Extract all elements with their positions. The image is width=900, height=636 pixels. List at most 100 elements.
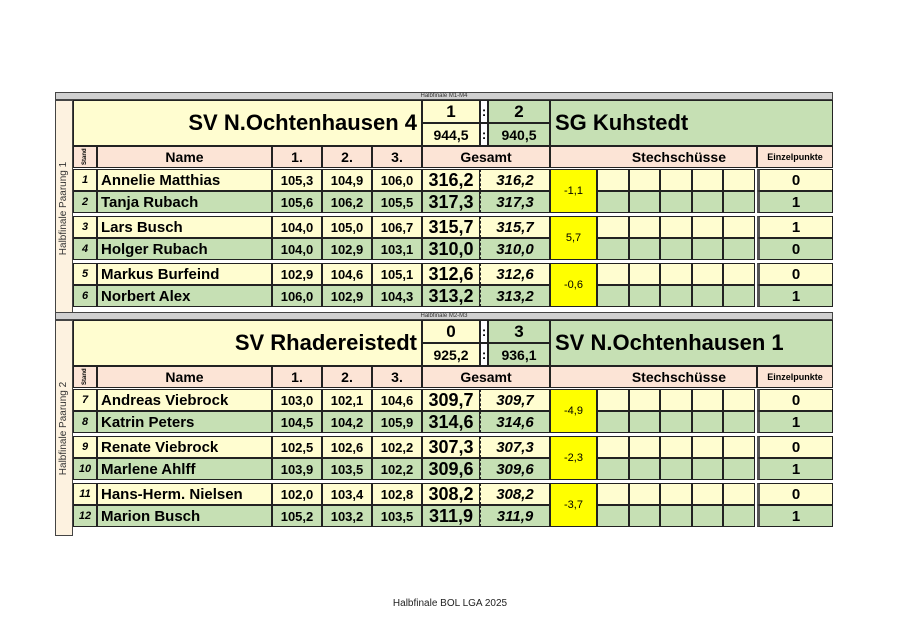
colon: : bbox=[480, 320, 488, 343]
header-round-3: 3. bbox=[372, 146, 422, 168]
header-round-1: 1. bbox=[272, 366, 322, 388]
stechschuss-cell bbox=[660, 483, 692, 505]
stechschuss-cell bbox=[628, 191, 661, 213]
header-round-2: 2. bbox=[322, 366, 372, 388]
stechschuss-cell bbox=[723, 263, 755, 285]
header-stechschuesse: Stechschüsse bbox=[550, 366, 757, 388]
round-3-score: 103,5 bbox=[372, 505, 422, 527]
total-score-copy: 311,9 bbox=[480, 505, 550, 527]
stechschuss-cell bbox=[723, 216, 755, 238]
stechschuss-cell bbox=[597, 285, 629, 307]
round-3-score: 102,2 bbox=[372, 436, 422, 458]
round-2-score: 102,9 bbox=[322, 238, 372, 260]
colon: : bbox=[480, 100, 488, 123]
round-1-score: 104,0 bbox=[272, 216, 322, 238]
total-score: 312,6 bbox=[422, 263, 480, 285]
stechschuss-cell bbox=[723, 505, 755, 527]
pairing-label: Halbfinale Paarung 1 bbox=[55, 100, 73, 316]
round-2-score: 103,2 bbox=[322, 505, 372, 527]
round-3-score: 105,9 bbox=[372, 411, 422, 433]
away-team-name: SV N.Ochtenhausen 1 bbox=[550, 320, 833, 366]
stand-number: 10 bbox=[73, 458, 97, 480]
total-score-copy: 309,7 bbox=[480, 389, 550, 411]
header-name: Name bbox=[97, 366, 272, 388]
pair-difference: -3,7 bbox=[550, 483, 597, 527]
round-3-score: 104,6 bbox=[372, 389, 422, 411]
total-score: 309,6 bbox=[422, 458, 480, 480]
stechschuss-cell bbox=[628, 483, 661, 505]
total-score: 313,2 bbox=[422, 285, 480, 307]
section-bar: Halbfinale M1-M4 bbox=[55, 92, 833, 100]
home-points: 1 bbox=[422, 100, 480, 123]
total-score: 314,6 bbox=[422, 411, 480, 433]
pair-difference: -4,9 bbox=[550, 389, 597, 433]
round-1-score: 103,9 bbox=[272, 458, 322, 480]
stechschuss-cell bbox=[628, 169, 661, 191]
stechschuss-cell bbox=[628, 238, 661, 260]
total-score: 311,9 bbox=[422, 505, 480, 527]
stechschuss-cell bbox=[691, 238, 724, 260]
stechschuss-cell bbox=[660, 458, 692, 480]
pair-difference: 5,7 bbox=[550, 216, 597, 260]
stechschuss-cell bbox=[660, 389, 692, 411]
shooter-name: Katrin Peters bbox=[97, 411, 272, 433]
colon: : bbox=[480, 123, 488, 146]
stechschuss-cell bbox=[660, 263, 692, 285]
stechschuss-cell bbox=[660, 191, 692, 213]
shooter-name: Renate Viebrock bbox=[97, 436, 272, 458]
round-2-score: 104,2 bbox=[322, 411, 372, 433]
einzelpunkte-value: 1 bbox=[757, 458, 833, 480]
away-total: 940,5 bbox=[488, 123, 550, 146]
round-3-score: 104,3 bbox=[372, 285, 422, 307]
stand-number: 8 bbox=[73, 411, 97, 433]
einzelpunkte-value: 0 bbox=[757, 263, 833, 285]
total-score: 316,2 bbox=[422, 169, 480, 191]
total-score-copy: 308,2 bbox=[480, 483, 550, 505]
stand-number: 6 bbox=[73, 285, 97, 307]
round-2-score: 102,6 bbox=[322, 436, 372, 458]
round-3-score: 102,8 bbox=[372, 483, 422, 505]
einzelpunkte-value: 0 bbox=[757, 238, 833, 260]
header-einzelpunkte: Einzelpunkte bbox=[757, 146, 833, 168]
pairing-label-text: Halbfinale Paarung 1 bbox=[58, 161, 70, 255]
stechschuss-cell bbox=[723, 483, 755, 505]
total-score: 308,2 bbox=[422, 483, 480, 505]
stechschuss-cell bbox=[723, 191, 755, 213]
shooter-name: Andreas Viebrock bbox=[97, 389, 272, 411]
stechschuss-cell bbox=[628, 436, 661, 458]
shooter-name: Lars Busch bbox=[97, 216, 272, 238]
round-2-score: 106,2 bbox=[322, 191, 372, 213]
stechschuss-cell bbox=[691, 216, 724, 238]
round-1-score: 102,5 bbox=[272, 436, 322, 458]
stechschuss-cell bbox=[723, 458, 755, 480]
round-2-score: 102,1 bbox=[322, 389, 372, 411]
stechschuss-cell bbox=[597, 389, 629, 411]
stechschuss-cell bbox=[597, 411, 629, 433]
stand-number: 11 bbox=[73, 483, 97, 505]
stechschuss-cell bbox=[660, 411, 692, 433]
stand-number: 9 bbox=[73, 436, 97, 458]
page-footer: Halbfinale BOL LGA 2025 bbox=[392, 598, 508, 609]
stechschuss-cell bbox=[660, 285, 692, 307]
home-total: 944,5 bbox=[422, 123, 480, 146]
shooter-name: Markus Burfeind bbox=[97, 263, 272, 285]
header-stand: Stand bbox=[73, 366, 97, 388]
shooter-name: Tanja Rubach bbox=[97, 191, 272, 213]
total-score-copy: 314,6 bbox=[480, 411, 550, 433]
stechschuss-cell bbox=[723, 389, 755, 411]
total-score-copy: 309,6 bbox=[480, 458, 550, 480]
stechschuss-cell bbox=[723, 238, 755, 260]
round-1-score: 105,2 bbox=[272, 505, 322, 527]
stand-number: 2 bbox=[73, 191, 97, 213]
round-3-score: 105,1 bbox=[372, 263, 422, 285]
stand-number: 7 bbox=[73, 389, 97, 411]
stechschuss-cell bbox=[597, 436, 629, 458]
round-1-score: 102,9 bbox=[272, 263, 322, 285]
round-3-score: 106,7 bbox=[372, 216, 422, 238]
stechschuss-cell bbox=[628, 505, 661, 527]
stechschuss-cell bbox=[628, 285, 661, 307]
stechschuss-cell bbox=[597, 458, 629, 480]
stechschuss-cell bbox=[691, 436, 724, 458]
stechschuss-cell bbox=[691, 483, 724, 505]
stechschuss-cell bbox=[628, 263, 661, 285]
